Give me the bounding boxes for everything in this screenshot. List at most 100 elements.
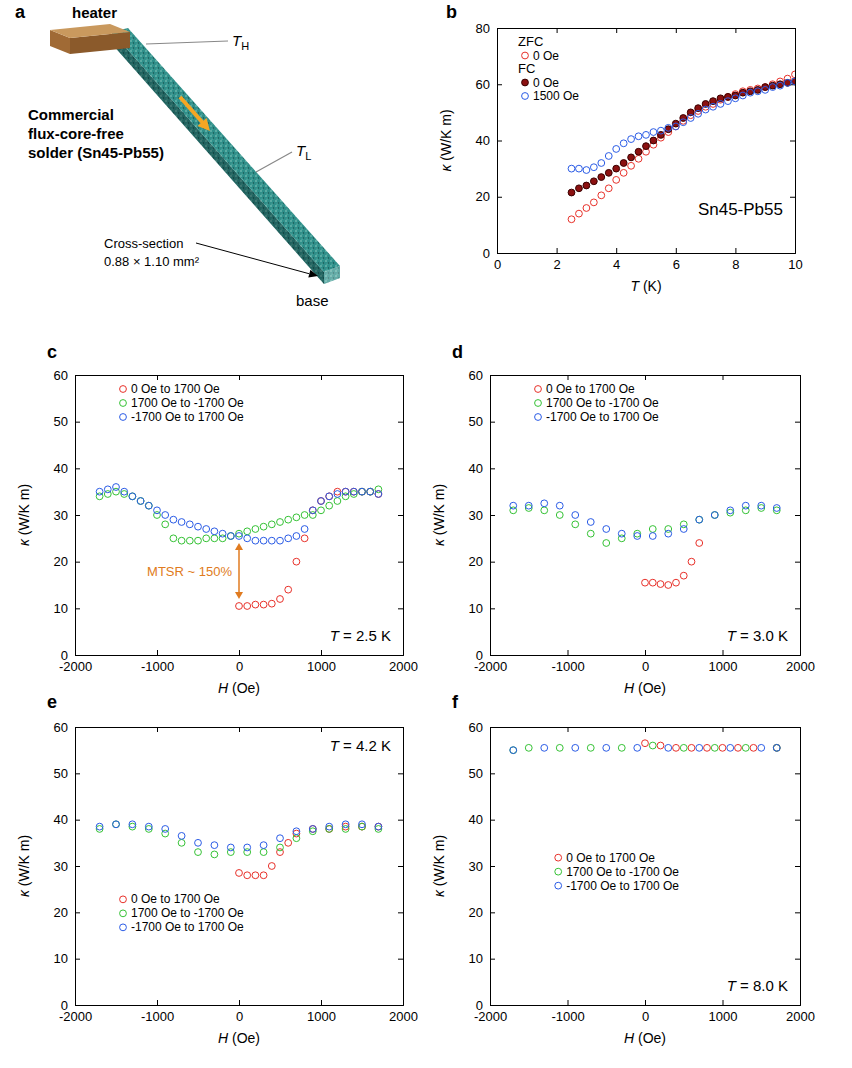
data-point <box>727 507 734 514</box>
data-point <box>186 521 193 528</box>
y-axis-title: κ (W/K m) <box>16 484 32 546</box>
y-right-tick-mark <box>795 866 800 867</box>
y-right-tick <box>795 515 800 516</box>
x-top-tick-mark <box>616 28 617 33</box>
y-right-tick-mark <box>398 468 403 469</box>
y-tick-mark <box>490 655 495 656</box>
data-point <box>773 744 780 751</box>
y-right-tick-mark <box>398 820 403 821</box>
x-top-tick-mark <box>676 28 677 33</box>
arrow-label: MTSR ~ 150% <box>147 564 232 579</box>
x-axis-title: H (Oe) <box>624 680 666 696</box>
data-point <box>635 155 642 162</box>
plot-area <box>510 500 780 588</box>
y-tick-label: 30 <box>469 508 483 523</box>
hot-leader <box>146 41 228 44</box>
data-point <box>587 519 594 526</box>
y-right-tick-mark <box>795 773 800 774</box>
legend-label: 1700 Oe to -1700 Oe <box>566 865 679 879</box>
series <box>568 78 795 196</box>
y-tick-mark <box>75 468 80 469</box>
y-right-tick-mark <box>795 820 800 821</box>
data-point <box>773 744 780 751</box>
y-tick-label: 50 <box>54 414 68 429</box>
data-point <box>326 493 333 500</box>
y-right-tick <box>398 655 403 656</box>
series <box>236 823 382 878</box>
x-top-tick <box>239 375 240 380</box>
y-axis: 0102030405060 <box>54 368 80 663</box>
data-point <box>665 744 672 751</box>
data-point <box>252 601 259 608</box>
sample-label: Commercial <box>28 106 114 123</box>
x-axis-line <box>491 650 801 656</box>
x-top-axis-line <box>491 728 801 733</box>
x-top-tick-mark <box>645 727 646 732</box>
plot-area <box>96 821 382 879</box>
y-right-tick-mark <box>398 375 403 376</box>
series <box>510 742 780 753</box>
x-top-tick <box>723 375 724 380</box>
data-point <box>613 165 620 172</box>
x-tick-label: 2000 <box>786 1009 815 1024</box>
data-point <box>301 535 308 542</box>
x-tick: 1000 <box>709 650 738 674</box>
y-tick-mark <box>497 84 502 85</box>
series <box>642 740 781 751</box>
data-point <box>711 744 718 751</box>
y-right-tick-mark <box>398 655 403 656</box>
y-tick-label: 20 <box>469 554 483 569</box>
x-top-tick <box>568 727 569 732</box>
data-point <box>244 603 251 610</box>
data-point <box>665 124 672 131</box>
y-tick: 0 <box>483 246 502 261</box>
y-right-tick <box>795 375 800 376</box>
x-tick: -1000 <box>551 1000 584 1024</box>
y-axis: 0102030405060 <box>469 720 495 1013</box>
data-point <box>268 521 275 528</box>
data-point <box>541 500 548 507</box>
x-axis-line <box>498 248 796 254</box>
y-tick-label: 30 <box>54 859 68 874</box>
y-tick-mark <box>490 608 495 609</box>
y-tick: 0 <box>61 648 80 663</box>
y-right-tick <box>398 820 403 821</box>
x-tick-mark <box>321 650 322 655</box>
data-point <box>309 826 316 833</box>
x-axis-title: H (Oe) <box>218 680 260 696</box>
y-axis-title-rest: (W/K m) <box>16 484 32 539</box>
legend-label: -1700 Oe to 1700 Oe <box>131 920 244 934</box>
data-point <box>211 535 218 542</box>
x-axis-title: T (K) <box>630 278 661 294</box>
data-point <box>732 95 739 102</box>
x-tick: 0 <box>236 650 243 674</box>
x-tick-mark <box>723 1000 724 1005</box>
y-right-tick-mark <box>795 375 800 376</box>
data-point <box>758 502 765 509</box>
plot-area <box>568 71 795 223</box>
y-tick-label: 40 <box>54 461 68 476</box>
y-tick: 10 <box>54 601 80 616</box>
annotation-rest: = 8.0 K <box>736 977 788 994</box>
x-tick-label: -1000 <box>551 659 584 674</box>
y-right-axis-line <box>790 29 796 254</box>
data-point <box>695 110 702 117</box>
data-point <box>620 140 627 147</box>
data-point <box>104 486 111 493</box>
legend-label: 0 Oe <box>533 49 559 63</box>
y-tick-mark <box>490 773 495 774</box>
data-point <box>359 488 366 495</box>
y-tick-label: 40 <box>469 461 483 476</box>
data-point <box>649 533 656 540</box>
y-tick-mark <box>75 655 80 656</box>
y-right-tick-mark <box>795 959 800 960</box>
y-axis: 020406080 <box>476 21 502 261</box>
x-tick: 6 <box>673 248 680 272</box>
y-right-tick <box>790 253 795 254</box>
x-axis-title-rest: (K) <box>639 278 662 294</box>
x-top-axis <box>491 375 801 380</box>
data-point <box>211 528 218 535</box>
data-point <box>277 596 284 603</box>
x-tick-label: 1000 <box>307 1009 336 1024</box>
y-right-tick-mark <box>795 1005 800 1006</box>
